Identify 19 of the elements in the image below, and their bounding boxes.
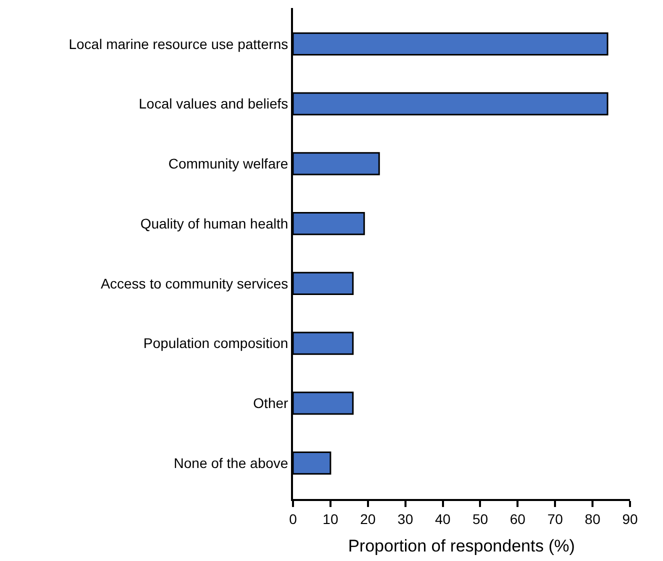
y-tick-label: Community welfare bbox=[168, 156, 288, 172]
y-tick-label: Other bbox=[253, 395, 289, 412]
x-tick-label: 60 bbox=[510, 510, 526, 527]
x-tick-label: 90 bbox=[622, 510, 638, 527]
y-tick-label: None of the above bbox=[174, 454, 288, 471]
x-tick-label: 70 bbox=[547, 510, 564, 527]
x-tick-label: 0 bbox=[289, 510, 298, 527]
x-tick-label: 30 bbox=[398, 510, 414, 527]
x-tick-label: 40 bbox=[434, 510, 451, 527]
x-tick-label: 80 bbox=[584, 510, 601, 527]
y-tick-label: Quality of human health bbox=[140, 215, 288, 232]
y-tick-label: Local marine resource use patterns bbox=[68, 36, 288, 52]
x-axis-title: Proportion of respondents (%) bbox=[348, 536, 575, 556]
x-tick-label: 10 bbox=[322, 510, 338, 527]
y-tick-label: Local values and beliefs bbox=[138, 96, 288, 112]
x-tick-label: 20 bbox=[360, 510, 376, 527]
y-tick-label: Access to community services bbox=[100, 275, 288, 292]
x-tick-label: 50 bbox=[472, 510, 488, 527]
y-tick-label: Population composition bbox=[143, 335, 288, 352]
